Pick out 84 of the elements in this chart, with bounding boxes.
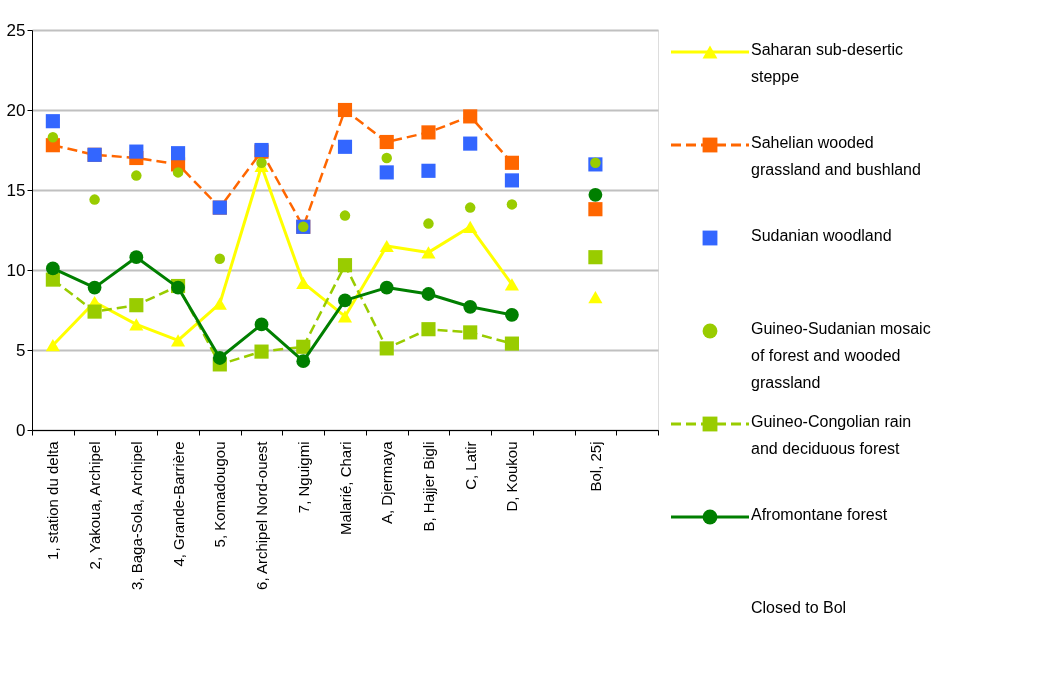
x-tick-label: 2, Yakoua, Archipel [86, 441, 104, 570]
point [588, 187, 603, 202]
point [463, 109, 478, 124]
point [505, 307, 519, 322]
x-tick-label: C, Latir [461, 441, 479, 490]
point [45, 114, 60, 129]
y-tick-label: 10 [6, 260, 26, 280]
x-tick-label: 1, station du delta [44, 440, 62, 560]
point [504, 173, 519, 188]
point [504, 336, 519, 351]
legend-label: Saharan sub-desertic steppe [751, 41, 904, 85]
point [296, 354, 311, 369]
point [379, 134, 394, 150]
point [463, 325, 478, 340]
x-tick-label: 7, Nguigmi [294, 441, 312, 514]
legend-label: Afromontane forest [751, 506, 888, 523]
point [214, 253, 226, 265]
point [337, 258, 353, 273]
point [421, 125, 436, 140]
point [129, 144, 144, 159]
point [171, 334, 186, 347]
point [296, 339, 311, 354]
point [379, 165, 394, 180]
point [463, 220, 478, 233]
y-tick-label: 25 [6, 20, 26, 40]
point [504, 278, 519, 291]
point [256, 157, 267, 169]
point [421, 322, 436, 337]
point [421, 163, 436, 178]
y-tick-label: 15 [6, 180, 26, 200]
point [421, 246, 436, 259]
point [212, 351, 227, 365]
point [338, 293, 352, 308]
point [254, 317, 269, 332]
point [129, 318, 144, 331]
y-tick-label: 0 [16, 420, 26, 440]
legend-label: Sudanian woodland [751, 227, 892, 244]
x-tick-label: Malarié, Chari [336, 441, 354, 535]
point [379, 341, 394, 356]
legend-label: Guineo-Congolian rain and deciduous forest [751, 413, 912, 457]
x-tick-label: 4, Grande-Barrière [169, 441, 187, 567]
y-tick-label: 20 [6, 100, 26, 120]
point [172, 167, 184, 178]
point [588, 291, 603, 304]
point [379, 280, 394, 295]
point [337, 139, 353, 154]
point [381, 152, 392, 164]
point [131, 170, 142, 181]
point [212, 297, 227, 310]
point [254, 344, 269, 359]
point [337, 310, 353, 323]
point [129, 298, 144, 313]
legend-label: Sahelian wooded grassland and bushland [751, 134, 921, 178]
point [87, 304, 102, 319]
point [129, 250, 144, 265]
point [506, 199, 518, 210]
text: Closed to Bol [751, 599, 847, 616]
x-tick-label: D, Koukou [503, 441, 521, 512]
point [45, 339, 60, 352]
x-tick-label: A, Djermaya [378, 440, 396, 525]
x-tick-label: 6, Archipel Nord-ouest [253, 440, 271, 590]
point [296, 276, 311, 289]
point [463, 136, 478, 151]
x-tick-label: 5, Komadougou [211, 441, 229, 548]
x-tick-label: B, Hajjer Bigli [419, 441, 437, 532]
x-tick-label: Bol, 25j [586, 441, 604, 492]
legend-label: Guineo-Sudanian mosaic of forest and wooded grassland [751, 320, 931, 391]
point [89, 194, 100, 205]
point [339, 210, 351, 221]
point [45, 261, 60, 276]
point [47, 131, 59, 143]
point [421, 287, 436, 301]
point [423, 218, 434, 229]
x-tick-label: 3, Baga-Sola, Archipel [127, 441, 145, 590]
point [87, 280, 102, 295]
point [337, 102, 353, 118]
point [463, 299, 478, 314]
point [379, 239, 394, 253]
y-tick-label: 5 [16, 340, 26, 360]
point [588, 202, 603, 217]
point [588, 250, 603, 265]
point [464, 202, 476, 213]
point [171, 146, 186, 161]
point [504, 155, 519, 170]
